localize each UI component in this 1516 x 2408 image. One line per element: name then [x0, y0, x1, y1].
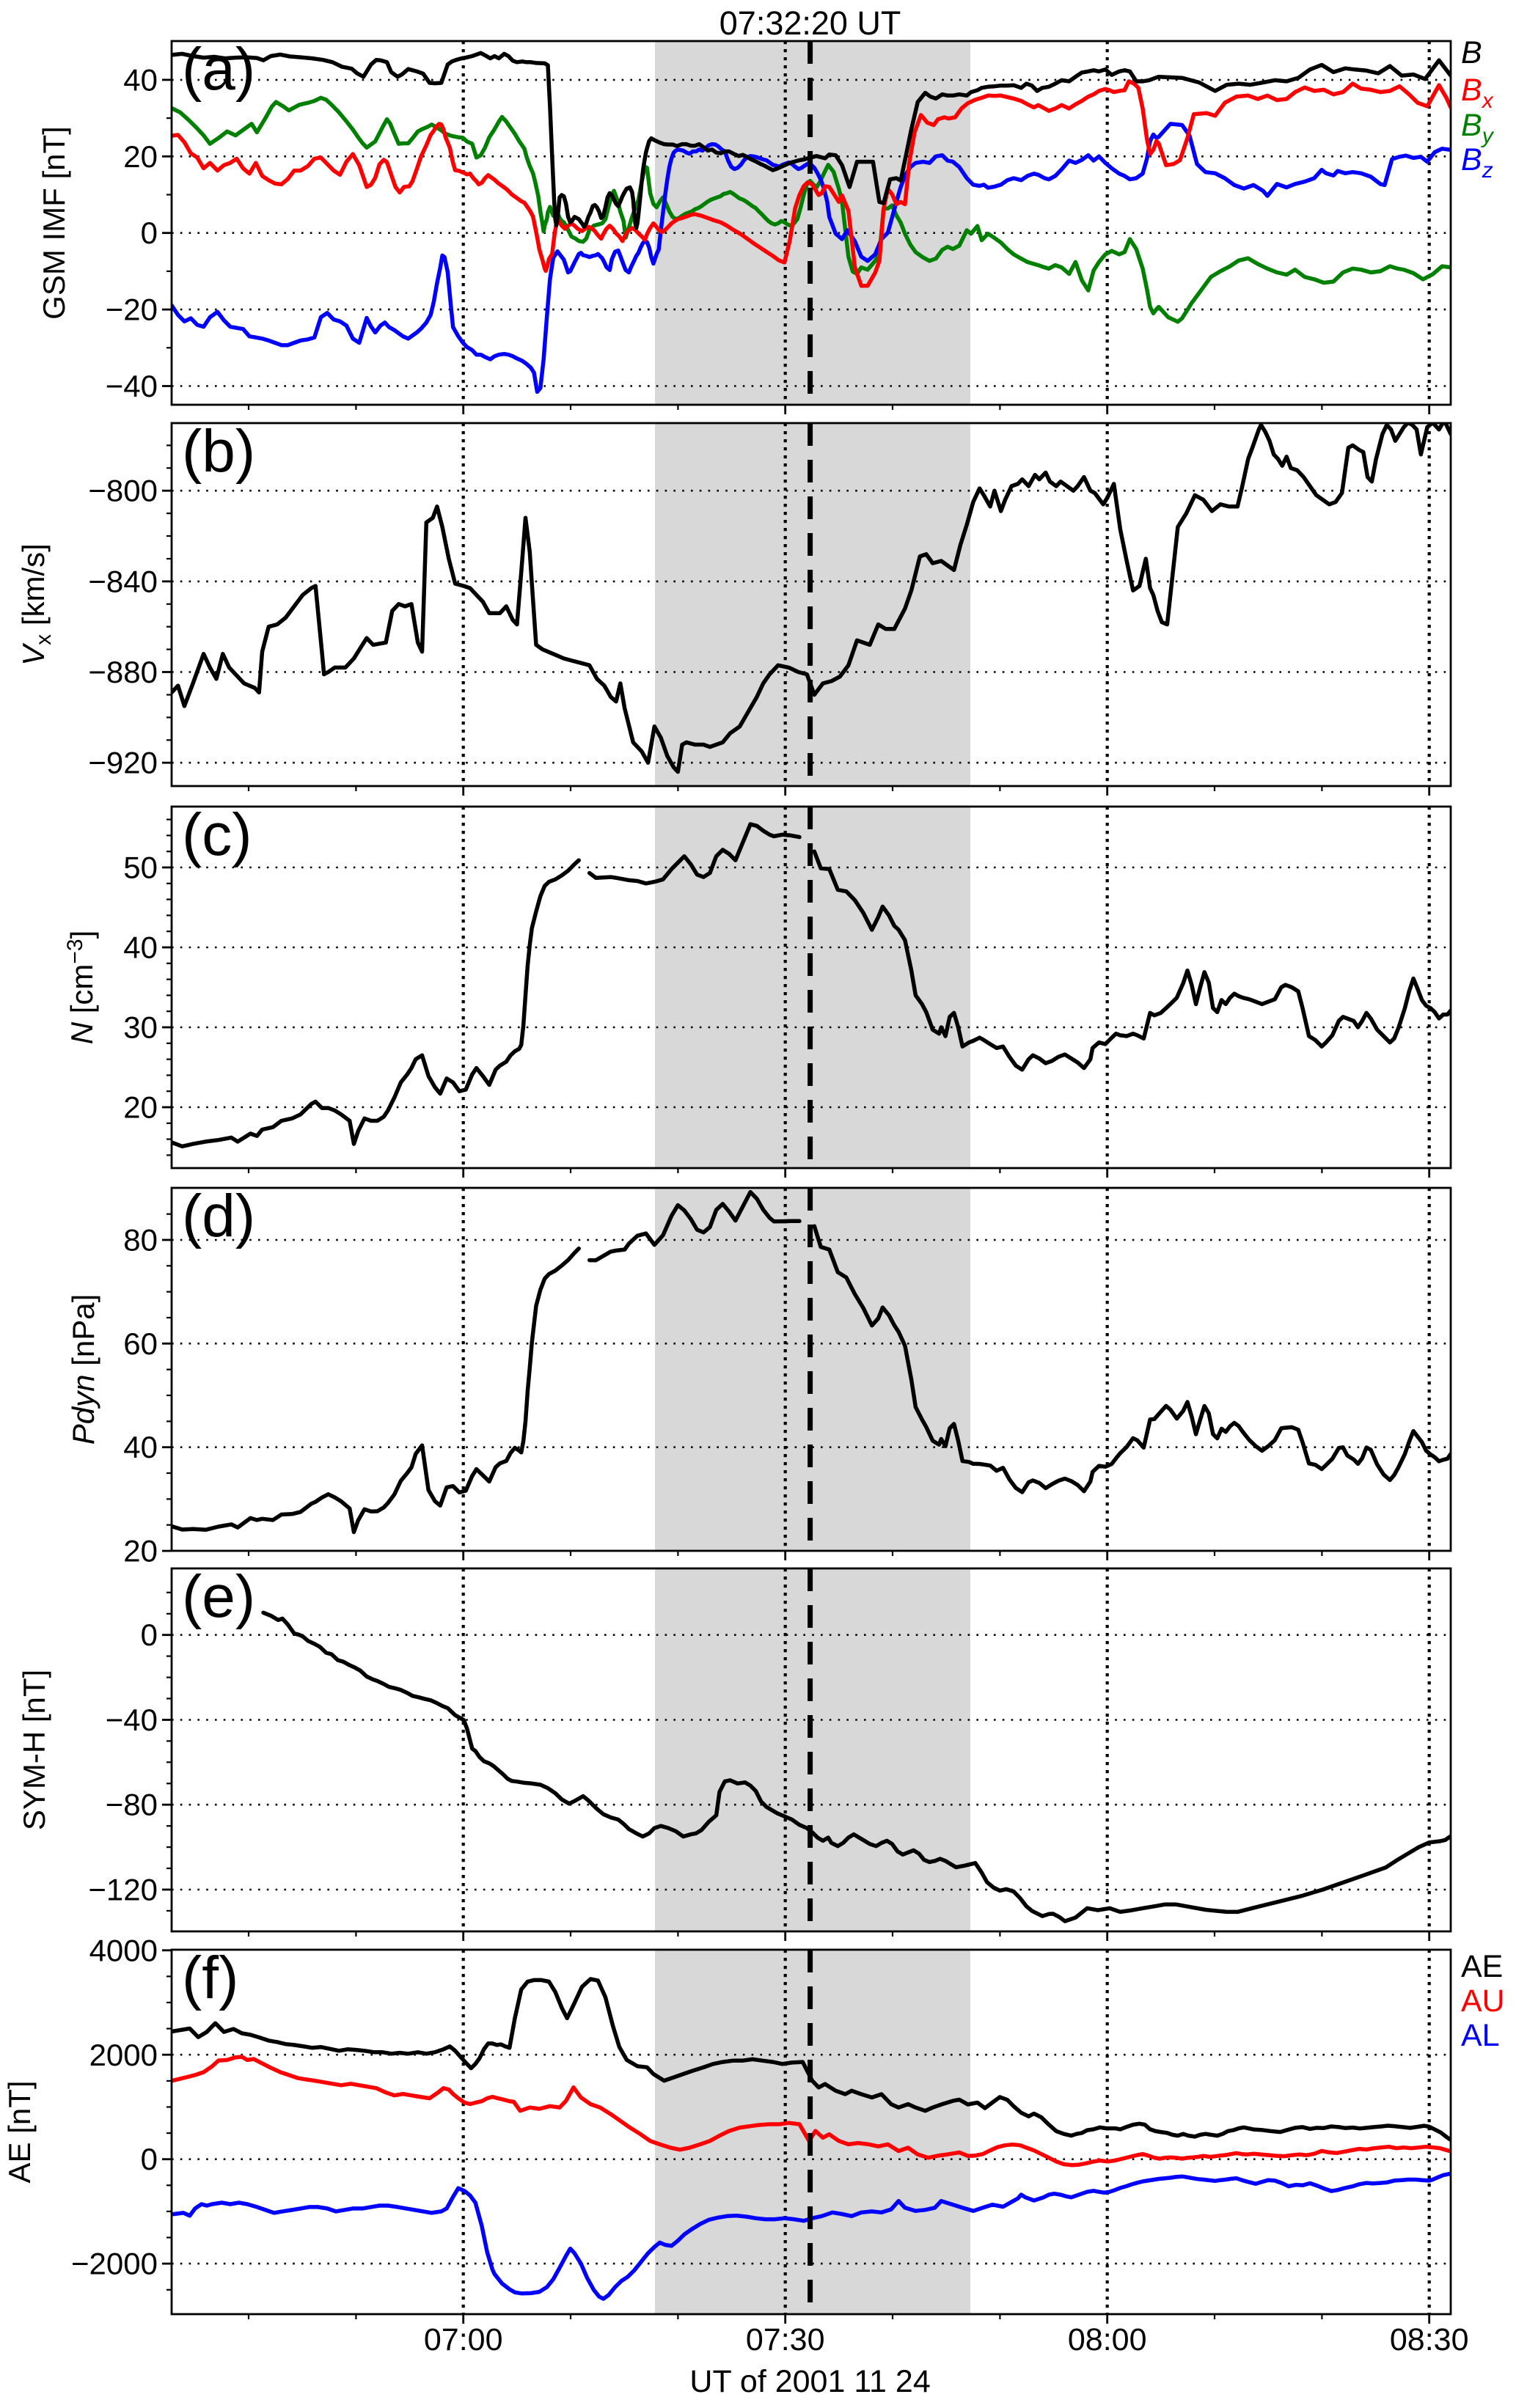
svg-text:30: 30: [123, 1010, 158, 1045]
svg-text:−20: −20: [106, 293, 158, 327]
svg-text:(d): (d): [182, 1183, 255, 1249]
svg-text:B: B: [1461, 35, 1482, 70]
svg-text:AU: AU: [1461, 1983, 1505, 2019]
svg-text:−120: −120: [88, 1873, 158, 1907]
svg-text:20: 20: [123, 139, 158, 174]
svg-text:UT of 2001 11 24: UT of 2001 11 24: [689, 2364, 930, 2399]
svg-text:(f): (f): [182, 1945, 238, 2011]
svg-text:40: 40: [123, 1430, 158, 1464]
svg-text:−840: −840: [88, 564, 158, 598]
svg-text:20: 20: [123, 1534, 158, 1568]
svg-text:80: 80: [123, 1223, 158, 1258]
svg-text:AE [nT]: AE [nT]: [2, 2080, 37, 2183]
svg-text:0: 0: [141, 216, 158, 250]
svg-text:−880: −880: [88, 655, 158, 689]
svg-text:0: 0: [141, 2142, 158, 2176]
svg-text:(a): (a): [182, 36, 255, 103]
svg-text:50: 50: [123, 851, 158, 885]
svg-text:07:32:20 UT: 07:32:20 UT: [719, 4, 901, 42]
svg-text:−920: −920: [88, 746, 158, 780]
svg-text:0: 0: [141, 1618, 158, 1652]
svg-text:(e): (e): [182, 1563, 255, 1630]
svg-text:40: 40: [123, 930, 158, 965]
svg-text:−80: −80: [106, 1788, 158, 1822]
svg-text:Pdyn [nPa]: Pdyn [nPa]: [66, 1294, 100, 1445]
svg-text:AE: AE: [1461, 1949, 1503, 1984]
svg-text:2000: 2000: [89, 2038, 158, 2072]
svg-text:(b): (b): [182, 418, 255, 485]
svg-text:−40: −40: [106, 369, 158, 403]
svg-text:−2000: −2000: [71, 2247, 158, 2281]
svg-text:−40: −40: [106, 1703, 158, 1737]
svg-text:Vx [km/s]: Vx [km/s]: [16, 543, 56, 666]
svg-text:08:00: 08:00: [1068, 2322, 1147, 2357]
svg-text:4000: 4000: [89, 1933, 158, 1967]
svg-text:07:00: 07:00: [424, 2322, 503, 2357]
svg-text:60: 60: [123, 1326, 158, 1361]
svg-text:AL: AL: [1461, 2018, 1500, 2053]
svg-text:07:30: 07:30: [746, 2322, 825, 2357]
svg-text:−800: −800: [88, 474, 158, 508]
svg-text:08:30: 08:30: [1390, 2322, 1469, 2357]
svg-text:40: 40: [123, 62, 158, 97]
svg-text:(c): (c): [182, 801, 252, 868]
svg-text:Bz: Bz: [1461, 142, 1493, 183]
svg-text:SYM-H [nT]: SYM-H [nT]: [17, 1670, 51, 1830]
svg-text:20: 20: [123, 1090, 158, 1125]
svg-text:GSM IMF [nT]: GSM IMF [nT]: [37, 126, 71, 320]
